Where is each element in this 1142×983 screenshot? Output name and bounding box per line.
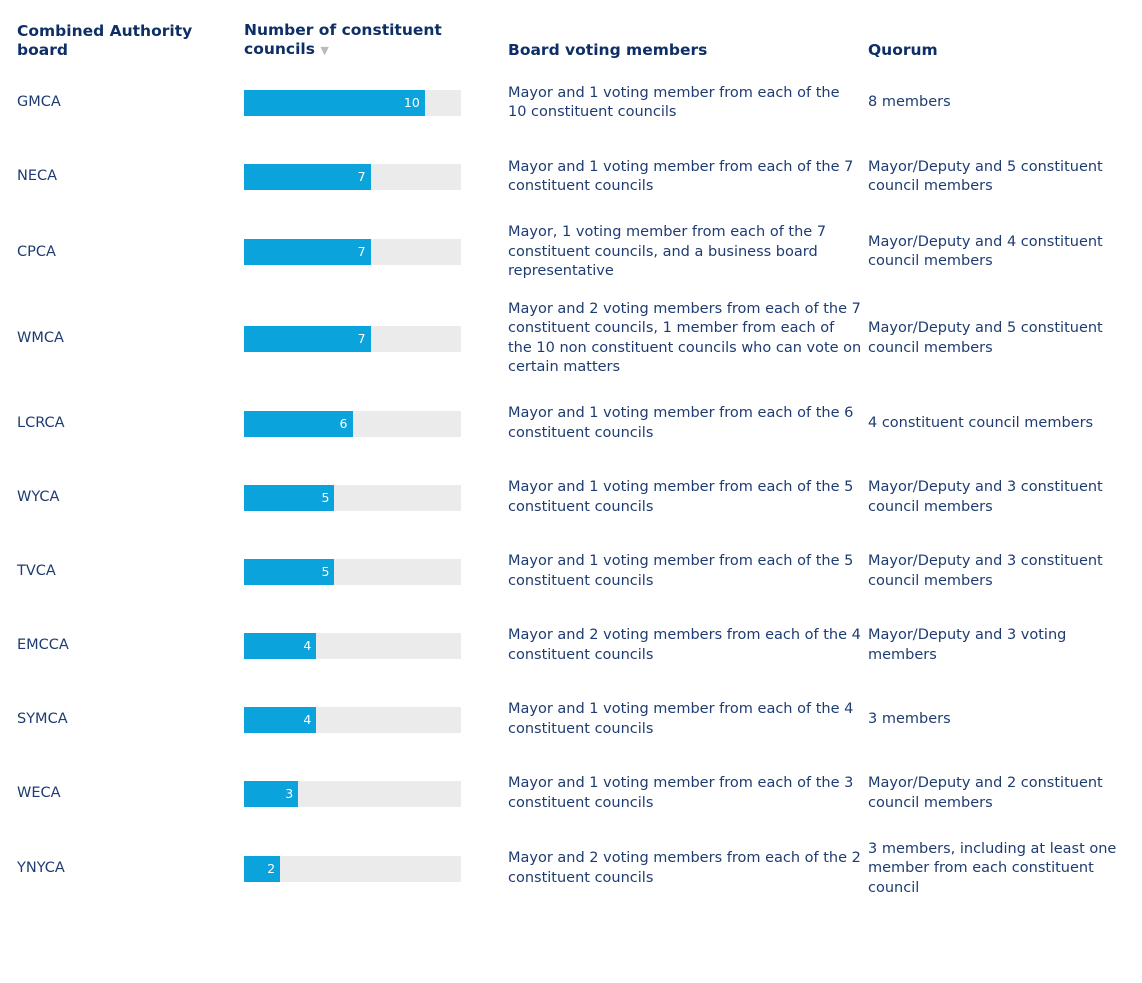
table: Combined Authority board Number of const…: [0, 0, 1142, 907]
quorum-cell: Mayor/Deputy and 5 constituent council m…: [868, 320, 1103, 356]
bar-track: 5: [244, 558, 461, 585]
bar: [244, 706, 317, 733]
voting-cell: Mayor and 1 voting member from each of t…: [508, 158, 854, 195]
row: TVCA 5 Mayor and 1 voting member from each…: [0, 535, 1142, 609]
bar-track: 5: [244, 484, 461, 511]
board-cell: LCRCA: [17, 414, 65, 431]
row: LCRCA 6 Mayor and 1 voting member from eac…: [0, 387, 1142, 461]
table-body: GMCA 10 Mayor and 1 voting member from eac…: [0, 66, 1142, 907]
bar-track: 7: [244, 164, 461, 190]
voting-cell: Mayor and 1 voting member from each of t…: [508, 701, 854, 737]
bar-cell: 10: [244, 66, 508, 140]
header[interactable]: Combined Authority board: [17, 22, 193, 59]
quorum-cell: 8 members: [868, 94, 951, 111]
bar: [244, 325, 371, 352]
quorum-cell: Mayor/Deputy and 3 voting members: [868, 627, 1067, 663]
bar-label: 7: [357, 244, 366, 260]
row: WYCA 5 Mayor and 1 voting member from each…: [0, 461, 1142, 535]
bar-cell: 6: [244, 387, 508, 461]
bar-label: 7: [357, 330, 366, 346]
bar-cell: 5: [244, 535, 508, 609]
board-cell: YNYCA: [17, 860, 65, 876]
voting-cell: Mayor and 1 voting member from each of t…: [508, 775, 854, 811]
quorum-cell: 3 members: [868, 710, 951, 727]
bar-label: 5: [321, 489, 330, 505]
bar-label: 4: [303, 711, 312, 727]
bar: [244, 239, 371, 266]
header[interactable]: Quorum: [868, 41, 938, 59]
bar: [244, 558, 335, 585]
quorum-cell: 4 constituent council members: [868, 414, 1094, 431]
row: CPCA 7 Mayor, 1 voting member from each of…: [0, 214, 1142, 291]
quorum-cell: 3 members, including at least one member…: [868, 840, 1117, 896]
board-cell: EMCCA: [17, 636, 69, 653]
bar: [244, 164, 371, 190]
quorum-cell: Mayor/Deputy and 3 constituent council m…: [868, 553, 1103, 589]
board-cell: WECA: [17, 784, 61, 801]
row: WMCA 7 Mayor and 2 voting members from eac…: [0, 291, 1142, 387]
bar: [244, 855, 281, 882]
bar-track: 7: [244, 325, 461, 352]
board-cell: CPCA: [17, 243, 56, 260]
header-row: Combined Authority board Number of const…: [0, 0, 1142, 66]
bar-cell: 7: [244, 140, 508, 214]
voting-cell: Mayor and 2 voting members from each of …: [508, 300, 862, 376]
bar-cell: 7: [244, 291, 508, 387]
bar-track: 6: [244, 410, 461, 437]
header[interactable]: Number of constituent councils ▼: [244, 0, 508, 66]
voting-cell: Mayor and 1 voting member from each of t…: [508, 553, 854, 589]
quorum-cell: Mayor/Deputy and 2 constituent council m…: [868, 775, 1103, 811]
bar: [244, 90, 425, 116]
sort-icon: ▼: [320, 44, 329, 57]
bar: [244, 632, 317, 659]
bar: [244, 780, 299, 807]
row: NECA 7 Mayor and 1 voting member from each…: [0, 140, 1142, 214]
board-cell: TVCA: [17, 562, 56, 579]
bar-cell: 2: [244, 831, 508, 908]
bar: [244, 410, 353, 437]
bar-track: 4: [244, 706, 461, 733]
bar-track: 2: [244, 855, 461, 882]
bar-cell: 7: [244, 214, 508, 291]
quorum-cell: Mayor/Deputy and 3 constituent council m…: [868, 479, 1103, 515]
row: WECA 3 Mayor and 1 voting member from each…: [0, 757, 1142, 831]
bar-label: 6: [339, 415, 348, 431]
row: EMCCA 4 Mayor and 2 voting members from ea…: [0, 609, 1142, 683]
board-cell: SYMCA: [17, 710, 68, 727]
voting-cell: Mayor and 2 voting members from each of …: [508, 627, 861, 663]
bar-cell: 5: [244, 461, 508, 535]
voting-cell: Mayor and 1 voting member from each of t…: [508, 479, 854, 515]
quorum-cell: Mayor/Deputy and 4 constituent council m…: [868, 233, 1103, 270]
bar-label: 3: [285, 785, 294, 801]
bar-label: 10: [403, 95, 420, 110]
bar-cell: 3: [244, 757, 508, 831]
bar-track: 3: [244, 780, 461, 807]
voting-cell: Mayor and 2 voting members from each of …: [508, 850, 861, 886]
row: SYMCA 4 Mayor and 1 voting member from eac…: [0, 683, 1142, 757]
bar-track: 10: [244, 90, 461, 116]
board-cell: WYCA: [17, 488, 60, 505]
row: GMCA 10 Mayor and 1 voting member from eac…: [0, 66, 1142, 140]
header-text: Number of constituent councils: [244, 21, 442, 58]
bar-cell: 4: [244, 609, 508, 683]
row: YNYCA 2 Mayor and 2 voting members from ea…: [0, 831, 1142, 908]
quorum-cell: Mayor/Deputy and 5 constituent council m…: [868, 158, 1103, 195]
bar-label: 5: [321, 563, 330, 579]
board-cell: NECA: [17, 168, 58, 185]
voting-cell: Mayor and 1 voting member from each of t…: [508, 84, 840, 121]
bar: [244, 484, 335, 511]
board-cell: GMCA: [17, 94, 61, 111]
bar-label: 4: [303, 637, 312, 653]
header[interactable]: Board voting members: [508, 41, 708, 59]
bar-label: 7: [357, 169, 366, 184]
board-cell: WMCA: [17, 329, 64, 346]
bar-track: 4: [244, 632, 461, 659]
bar-label: 2: [267, 860, 276, 876]
voting-cell: Mayor and 1 voting member from each of t…: [508, 405, 854, 441]
voting-cell: Mayor, 1 voting member from each of the …: [508, 224, 827, 279]
bar-track: 7: [244, 239, 461, 266]
bar-cell: 4: [244, 683, 508, 757]
